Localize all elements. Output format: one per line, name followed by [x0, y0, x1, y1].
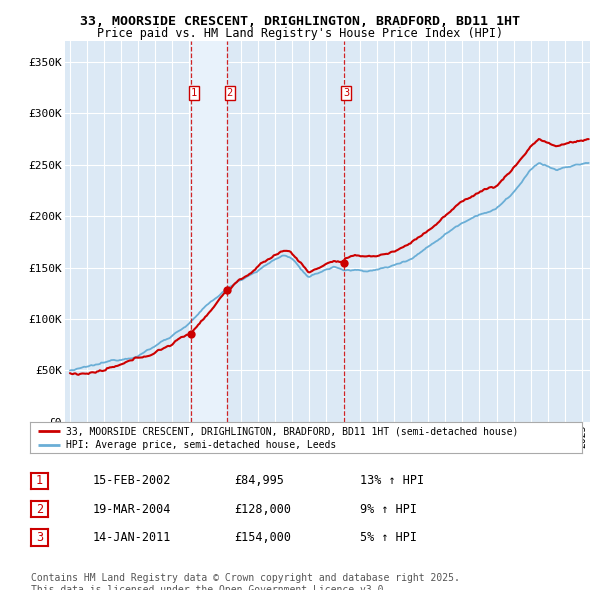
- Text: 2: 2: [36, 503, 43, 516]
- Text: 13% ↑ HPI: 13% ↑ HPI: [360, 474, 424, 487]
- Text: 9% ↑ HPI: 9% ↑ HPI: [360, 503, 417, 516]
- Text: HPI: Average price, semi-detached house, Leeds: HPI: Average price, semi-detached house,…: [66, 441, 336, 450]
- Text: 5% ↑ HPI: 5% ↑ HPI: [360, 531, 417, 544]
- Text: 1: 1: [191, 88, 197, 98]
- Text: 3: 3: [343, 88, 349, 98]
- Text: 3: 3: [36, 531, 43, 544]
- Text: 1: 1: [36, 474, 43, 487]
- Text: £154,000: £154,000: [234, 531, 291, 544]
- Text: 14-JAN-2011: 14-JAN-2011: [93, 531, 172, 544]
- Text: Price paid vs. HM Land Registry's House Price Index (HPI): Price paid vs. HM Land Registry's House …: [97, 27, 503, 40]
- Text: 33, MOORSIDE CRESCENT, DRIGHLINGTON, BRADFORD, BD11 1HT: 33, MOORSIDE CRESCENT, DRIGHLINGTON, BRA…: [80, 15, 520, 28]
- Bar: [191, 41, 227, 422]
- Text: 2: 2: [227, 88, 233, 98]
- Text: £128,000: £128,000: [234, 503, 291, 516]
- Text: 15-FEB-2002: 15-FEB-2002: [93, 474, 172, 487]
- Text: Contains HM Land Registry data © Crown copyright and database right 2025.
This d: Contains HM Land Registry data © Crown c…: [31, 573, 460, 590]
- Text: £84,995: £84,995: [234, 474, 284, 487]
- Text: 19-MAR-2004: 19-MAR-2004: [93, 503, 172, 516]
- Text: 33, MOORSIDE CRESCENT, DRIGHLINGTON, BRADFORD, BD11 1HT (semi-detached house): 33, MOORSIDE CRESCENT, DRIGHLINGTON, BRA…: [66, 426, 518, 436]
